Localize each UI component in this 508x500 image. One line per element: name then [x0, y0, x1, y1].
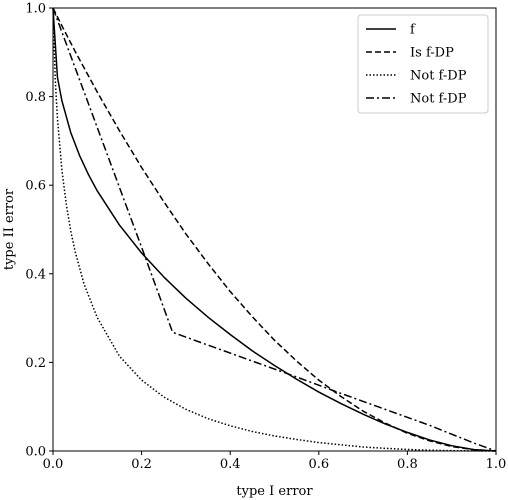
legend: f Is f-DP Not f-DP Not f-DP — [357, 14, 489, 114]
y-axis-label: type II error — [2, 188, 17, 270]
plot-frame — [52, 7, 497, 452]
y-tick-label: 0.6 — [25, 179, 46, 194]
series-line-dashdot — [52, 7, 497, 452]
y-tick-label: 1.0 — [25, 2, 46, 17]
legend-label: Not f-DP — [410, 69, 467, 84]
y-tick-label: 0.8 — [25, 90, 46, 105]
legend-label: Is f-DP — [410, 46, 454, 61]
x-axis-label: type I error — [236, 484, 313, 499]
ticks-layer: 0.0 0.2 0.4 0.6 0.8 1.0 0.0 0.2 0.4 0.6 0.8 1.0 — [25, 2, 506, 473]
x-tick-label: 0.0 — [43, 457, 64, 472]
series-line-dotted — [52, 7, 497, 452]
legend-label: Not f-DP — [410, 92, 467, 107]
legend-box — [357, 14, 489, 114]
y-tick-label: 0.4 — [25, 267, 46, 282]
y-tick-label: 0.0 — [25, 445, 46, 460]
series-line-dashed — [52, 7, 497, 452]
series-line-solid — [52, 7, 497, 452]
x-tick-label: 1.0 — [486, 457, 507, 472]
x-tick-label: 0.8 — [397, 457, 418, 472]
x-tick-label: 0.6 — [308, 457, 329, 472]
y-tick-label: 0.2 — [25, 356, 46, 371]
series-layer — [52, 7, 497, 452]
legend-label: f — [410, 23, 416, 38]
x-tick-label: 0.4 — [220, 457, 241, 472]
x-tick-label: 0.2 — [131, 457, 152, 472]
